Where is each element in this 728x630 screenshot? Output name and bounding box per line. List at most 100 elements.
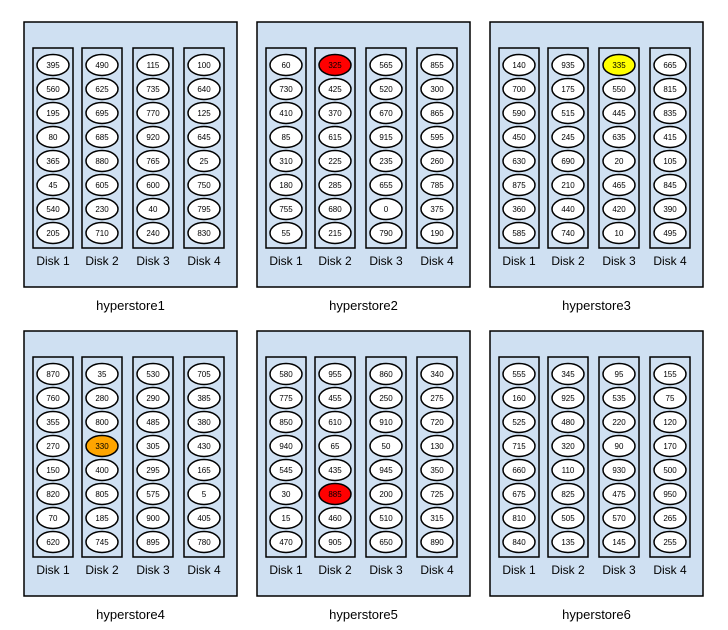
slot-value: 35 bbox=[98, 370, 107, 379]
slot-value: 880 bbox=[95, 157, 109, 166]
slot-value: 935 bbox=[561, 61, 575, 70]
slot-value: 75 bbox=[666, 394, 675, 403]
slot bbox=[318, 434, 352, 458]
slot-value: 860 bbox=[379, 370, 393, 379]
slot bbox=[85, 530, 119, 554]
slot-value: 845 bbox=[663, 181, 677, 190]
slot-value: 235 bbox=[379, 157, 393, 166]
slot-value: 205 bbox=[46, 229, 60, 238]
slot bbox=[502, 410, 536, 434]
slot bbox=[502, 221, 536, 245]
slot-value: 315 bbox=[430, 514, 444, 523]
slot bbox=[187, 53, 221, 77]
slot bbox=[602, 482, 636, 506]
slot bbox=[369, 173, 403, 197]
slot bbox=[85, 362, 119, 386]
slot-value: 340 bbox=[430, 370, 444, 379]
slot bbox=[318, 125, 352, 149]
slot bbox=[136, 410, 170, 434]
slot-value: 565 bbox=[379, 61, 393, 70]
disk: 335 550 445 635 20 465 420 10 Disk 3 bbox=[598, 47, 640, 268]
store-label: hyperstore3 bbox=[562, 298, 631, 313]
disk-label: Disk 4 bbox=[420, 563, 454, 577]
slot-value: 800 bbox=[95, 418, 109, 427]
disk: 580 775 850 940 545 30 15 470 Disk 1 bbox=[265, 356, 307, 577]
disk: 490 625 695 685 880 605 230 710 Disk 2 bbox=[81, 47, 123, 268]
slot-value: 910 bbox=[379, 418, 393, 427]
slot-value: 455 bbox=[328, 394, 342, 403]
slot-value: 850 bbox=[279, 418, 293, 427]
disk-label: Disk 1 bbox=[36, 254, 70, 268]
slot-value: 895 bbox=[146, 538, 160, 547]
slot-value: 590 bbox=[512, 109, 526, 118]
disk-label: Disk 3 bbox=[369, 254, 403, 268]
slot-value: 425 bbox=[328, 85, 342, 94]
slot bbox=[269, 197, 303, 221]
slot-value: 330 bbox=[95, 442, 109, 451]
slot bbox=[187, 458, 221, 482]
slot bbox=[653, 101, 687, 125]
slot-value: 80 bbox=[49, 133, 58, 142]
slot bbox=[36, 482, 70, 506]
slot bbox=[420, 458, 454, 482]
slot-value: 265 bbox=[663, 514, 677, 523]
slot-value: 520 bbox=[379, 85, 393, 94]
slot-value: 765 bbox=[146, 157, 160, 166]
disk: 705 385 380 430 165 5 405 780 Disk 4 bbox=[183, 356, 225, 577]
slot bbox=[420, 482, 454, 506]
slot-value: 335 bbox=[612, 61, 626, 70]
slot bbox=[602, 125, 636, 149]
slot-value: 465 bbox=[612, 181, 626, 190]
slot bbox=[318, 221, 352, 245]
slot-value: 110 bbox=[562, 466, 575, 475]
slot bbox=[602, 149, 636, 173]
disk: 60 730 410 85 310 180 755 55 Disk 1 bbox=[265, 47, 307, 268]
slot bbox=[318, 530, 352, 554]
slot bbox=[318, 101, 352, 125]
slot bbox=[653, 197, 687, 221]
slot-value: 725 bbox=[430, 490, 444, 499]
slot bbox=[187, 434, 221, 458]
slot-value: 680 bbox=[328, 205, 342, 214]
slot-value: 190 bbox=[430, 229, 444, 238]
slot-value: 835 bbox=[663, 109, 677, 118]
slot bbox=[36, 53, 70, 77]
slot bbox=[369, 125, 403, 149]
slot-value: 170 bbox=[663, 442, 677, 451]
slot bbox=[420, 410, 454, 434]
slot bbox=[369, 530, 403, 554]
slot bbox=[653, 221, 687, 245]
slot-value: 840 bbox=[512, 538, 526, 547]
slot bbox=[136, 458, 170, 482]
slot-value: 685 bbox=[95, 133, 109, 142]
disk-label: Disk 2 bbox=[85, 254, 119, 268]
disk-label: Disk 3 bbox=[136, 254, 170, 268]
slot-value: 780 bbox=[197, 538, 211, 547]
slot-value: 225 bbox=[328, 157, 342, 166]
slot-value: 200 bbox=[379, 490, 393, 499]
slot-value: 675 bbox=[512, 490, 526, 499]
slot bbox=[369, 458, 403, 482]
slot bbox=[602, 101, 636, 125]
slot-value: 460 bbox=[328, 514, 342, 523]
slot-value: 275 bbox=[430, 394, 444, 403]
slot-value: 855 bbox=[430, 61, 444, 70]
slot bbox=[502, 530, 536, 554]
slot-value: 435 bbox=[328, 466, 342, 475]
slot-value: 600 bbox=[146, 181, 160, 190]
slot bbox=[85, 77, 119, 101]
slot-value: 670 bbox=[379, 109, 393, 118]
highlighted-slot bbox=[318, 482, 352, 506]
slot bbox=[187, 77, 221, 101]
slot-value: 180 bbox=[279, 181, 293, 190]
slot bbox=[551, 101, 585, 125]
slot bbox=[502, 77, 536, 101]
slot bbox=[187, 530, 221, 554]
slot bbox=[187, 506, 221, 530]
slot-value: 830 bbox=[197, 229, 211, 238]
slot bbox=[269, 362, 303, 386]
slot bbox=[136, 482, 170, 506]
slot-value: 745 bbox=[95, 538, 109, 547]
slot bbox=[420, 386, 454, 410]
